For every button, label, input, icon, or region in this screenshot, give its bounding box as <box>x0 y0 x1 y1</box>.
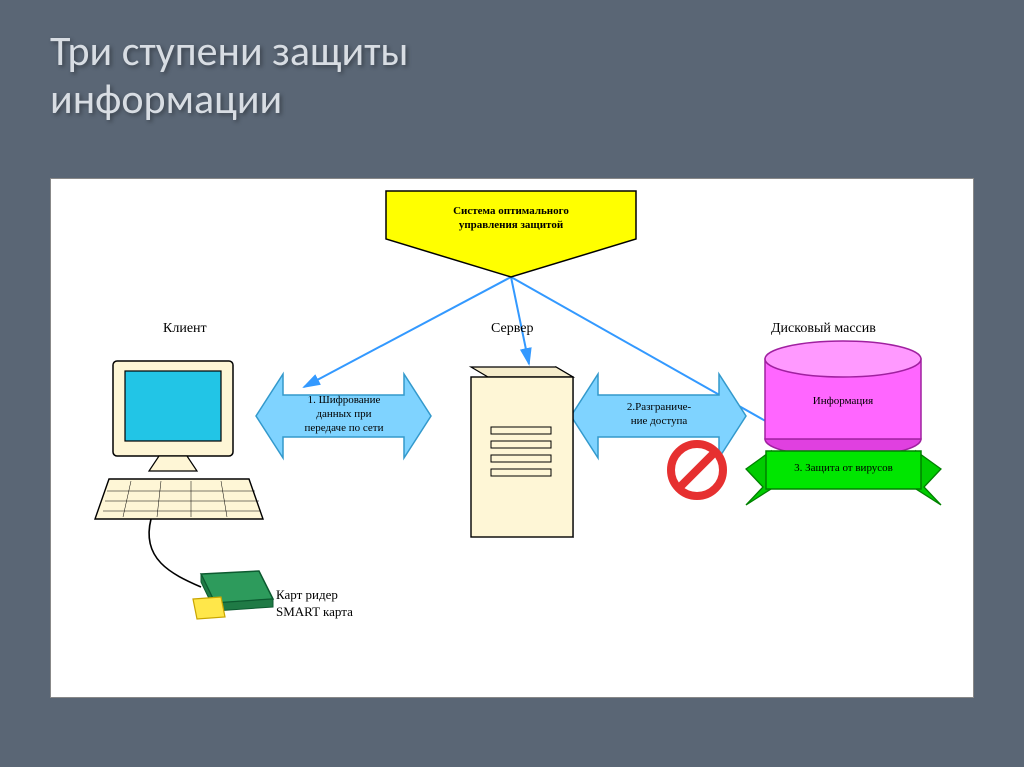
diagram-svg <box>51 179 975 699</box>
arrow1-l2: данных при <box>316 408 371 420</box>
pentagon-line1: Система оптимального <box>453 205 569 217</box>
ribbon-text: 3. Защита от вирусов <box>771 462 916 476</box>
arrow2-l2: ние доступа <box>631 415 688 427</box>
arrow2-text: 2.Разграниче- ние доступа <box>604 401 714 429</box>
cardreader-label: Карт ридер SMART карта <box>276 587 353 621</box>
title-line2: информации <box>50 74 282 125</box>
label-server: Сервер <box>491 321 533 337</box>
title-line1: Три ступени защиты <box>50 26 408 77</box>
diagram-canvas: Система оптимального управления защитой … <box>50 178 974 698</box>
slide-title: Три ступени защиты информации <box>50 28 408 125</box>
reader-l1: Карт ридер <box>276 587 338 602</box>
cardreader-icon <box>193 571 273 619</box>
arrow1-l3: передаче по сети <box>305 422 384 434</box>
arrow1-l1: 1. Шифрование <box>308 394 381 406</box>
cardreader-wire <box>149 519 201 587</box>
arrow2-l1: 2.Разграниче- <box>627 401 691 413</box>
ribbon-icon <box>746 451 941 505</box>
pentagon-shape <box>386 191 636 277</box>
label-client: Клиент <box>163 321 207 337</box>
prohibit-icon <box>671 444 723 496</box>
pentagon-text: Система оптимального управления защитой <box>431 205 591 233</box>
arrow1-text: 1. Шифрование данных при передаче по сет… <box>289 394 399 435</box>
computer-icon <box>95 361 263 519</box>
label-disk: Дисковый массив <box>771 321 876 337</box>
disk-label: Информация <box>793 395 893 409</box>
reader-l2: SMART карта <box>276 604 353 619</box>
server-icon <box>471 367 573 537</box>
pentagon-line2: управления защитой <box>459 219 563 231</box>
